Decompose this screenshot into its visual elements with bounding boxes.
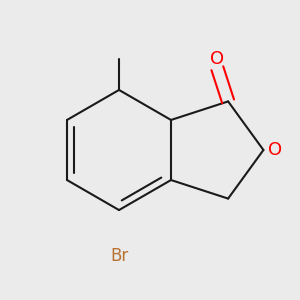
Text: Br: Br [110,247,128,265]
Text: O: O [210,50,224,68]
Text: O: O [268,141,282,159]
